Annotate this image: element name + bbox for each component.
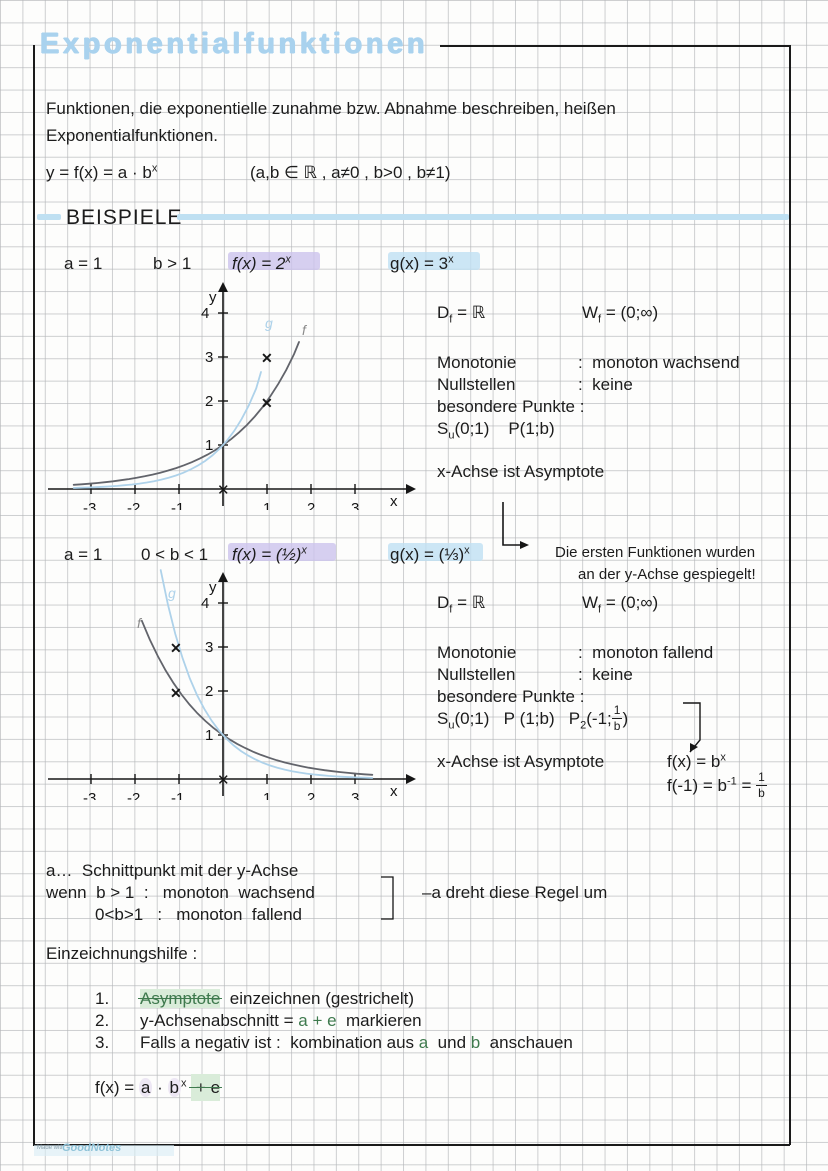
svg-text:4: 4 bbox=[201, 305, 209, 322]
svg-text:-2: -2 bbox=[127, 790, 140, 800]
svg-text:3: 3 bbox=[351, 790, 359, 800]
svg-text:✕: ✕ bbox=[170, 640, 182, 656]
svg-text:1: 1 bbox=[263, 500, 271, 510]
svg-text:g: g bbox=[265, 315, 273, 331]
svg-text:4: 4 bbox=[201, 595, 209, 612]
svg-text:✕: ✕ bbox=[217, 772, 230, 789]
svg-text:✕: ✕ bbox=[170, 685, 182, 701]
svg-text:g: g bbox=[168, 585, 176, 601]
svg-text:3: 3 bbox=[205, 639, 213, 656]
svg-text:-1: -1 bbox=[171, 790, 184, 800]
svg-text:y: y bbox=[209, 579, 217, 596]
svg-text:x: x bbox=[390, 783, 398, 800]
svg-text:✕: ✕ bbox=[217, 482, 230, 499]
svg-text:x: x bbox=[390, 493, 398, 510]
svg-text:y: y bbox=[209, 289, 217, 306]
svg-text:-2: -2 bbox=[127, 500, 140, 510]
svg-text:3: 3 bbox=[205, 349, 213, 366]
svg-text:2: 2 bbox=[205, 683, 213, 700]
svg-text:2: 2 bbox=[307, 500, 315, 510]
svg-text:1: 1 bbox=[263, 790, 271, 800]
svg-text:-1: -1 bbox=[171, 500, 184, 510]
svg-text:3: 3 bbox=[351, 500, 359, 510]
svg-text:-3: -3 bbox=[83, 500, 96, 510]
svg-text:1: 1 bbox=[205, 727, 213, 744]
svg-text:f: f bbox=[302, 322, 308, 338]
svg-text:✕: ✕ bbox=[261, 395, 273, 411]
svg-text:-3: -3 bbox=[83, 790, 96, 800]
svg-text:2: 2 bbox=[205, 393, 213, 410]
svg-text:2: 2 bbox=[307, 790, 315, 800]
svg-text:✕: ✕ bbox=[261, 350, 273, 366]
